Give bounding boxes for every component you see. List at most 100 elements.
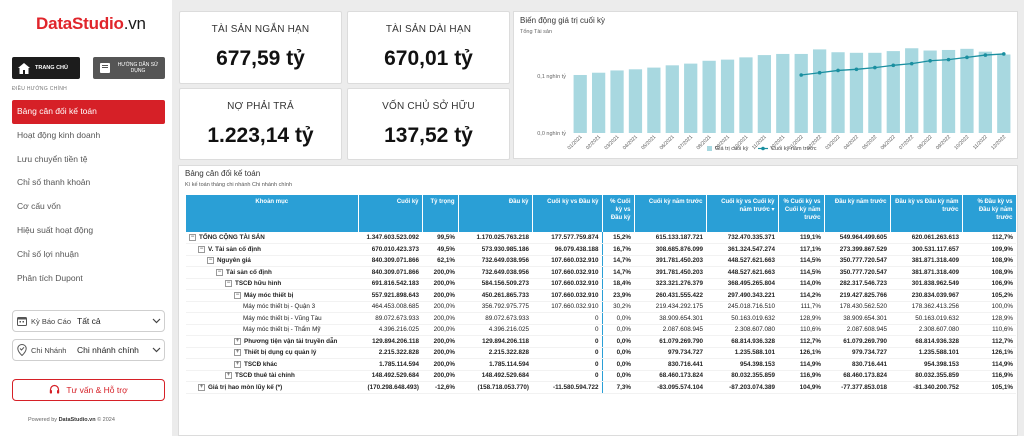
nav-item-balance-sheet[interactable]: Bảng cân đối kế toán (12, 100, 165, 124)
period-filter-label: Kỳ Báo Cáo (31, 316, 72, 326)
row-label-text: V. Tài sản cố định (208, 245, 261, 253)
column-header[interactable]: Cuối kỳ (358, 195, 423, 232)
chart-bar[interactable] (868, 52, 882, 133)
home-button[interactable]: TRANG CHỦ (12, 57, 80, 79)
prior-year-point[interactable] (983, 53, 988, 57)
sidebar: DataStudio.vn TRANG CHỦ HƯỚNG DẪN SỬ DỤN… (0, 0, 172, 436)
powered-by: Powered by DataStudio.vn © 2024 (28, 417, 115, 423)
expand-icon[interactable]: + (225, 372, 232, 380)
chart-bar[interactable] (720, 59, 735, 133)
support-button[interactable]: Tư vấn & Hỗ trợ (12, 379, 165, 401)
prior-year-point[interactable] (1001, 52, 1006, 56)
chart-bar[interactable] (960, 48, 974, 134)
period-filter[interactable]: Kỳ Báo Cáo Tất cả (12, 310, 165, 332)
x-tick-label: 06/2021 (659, 134, 676, 151)
expand-icon[interactable]: + (234, 349, 241, 357)
column-header[interactable]: Đầu kỳ (458, 195, 533, 232)
column-header[interactable]: Đầu kỳ năm trước (824, 195, 891, 232)
collapse-icon[interactable]: − (189, 233, 196, 241)
prior-year-point[interactable] (836, 68, 840, 73)
collapse-icon[interactable]: − (207, 257, 214, 265)
table-cell: 114,5% (778, 266, 824, 279)
prior-year-point[interactable] (928, 58, 932, 63)
prior-year-point[interactable] (965, 55, 969, 60)
chart-bar[interactable] (702, 60, 716, 133)
table-row: − V. Tài sản cố định 670.010.423.373 49,5% 5… (186, 243, 1016, 256)
branch-filter[interactable]: Chi Nhánh Chi nhánh chính (12, 339, 165, 361)
chart-bar[interactable] (757, 55, 772, 133)
chart-bar[interactable] (978, 51, 993, 134)
chart-bar[interactable] (849, 52, 864, 133)
chart-bar[interactable] (684, 63, 698, 133)
column-header[interactable]: Tỷ trọng (422, 195, 459, 232)
chart-bar[interactable] (997, 54, 1011, 134)
nav-item-dupont[interactable]: Phân tích Dupont (17, 272, 83, 283)
book-icon (98, 61, 112, 75)
chart-bar[interactable] (794, 53, 808, 133)
calendar-icon (13, 316, 31, 326)
chart-bar[interactable] (665, 65, 679, 133)
nav-item-liquidity[interactable]: Chỉ số thanh khoản (17, 177, 91, 188)
expand-icon[interactable]: + (234, 337, 241, 345)
x-tick-label: 02/2021 (585, 134, 602, 151)
nav-item-cash-flow[interactable]: Lưu chuyển tiền tệ (17, 153, 88, 164)
prior-year-point[interactable] (799, 73, 804, 77)
nav-item-operating-efficiency[interactable]: Hiệu suất hoạt động (17, 224, 94, 235)
table-cell: 2.215.322.828 (358, 347, 422, 359)
prior-year-point[interactable] (891, 63, 896, 68)
column-header[interactable]: Khoản mục (186, 195, 359, 232)
guide-button-label: HƯỚNG DẪN SỬ DỤNG (117, 62, 159, 74)
table-row: − Máy móc thiết bị 557.921.898.643 200,0% 45… (186, 289, 1016, 302)
chart-bar[interactable] (923, 50, 937, 133)
prior-year-point[interactable] (946, 57, 951, 62)
chart-bar[interactable] (831, 52, 845, 133)
x-tick-label: 08/2022 (917, 134, 934, 151)
column-header[interactable]: Cuối kỳ vs Cuối kỳ năm trước ▾ (706, 195, 779, 232)
collapse-icon[interactable]: − (234, 291, 241, 299)
nav-item-business-activity[interactable]: Hoạt động kinh doanh (17, 129, 101, 140)
chart-bar[interactable] (941, 49, 956, 133)
guide-button[interactable]: HƯỚNG DẪN SỬ DỤNG (93, 57, 165, 79)
chart-bar[interactable] (776, 53, 790, 133)
column-header[interactable]: Đầu kỳ vs Đầu kỳ năm trước (890, 195, 963, 232)
collapse-icon[interactable]: − (225, 280, 232, 288)
x-tick-label: 07/2022 (898, 134, 915, 151)
chart-bar[interactable] (591, 72, 606, 133)
row-label-text: TSCĐ thuê tài chính (235, 372, 295, 380)
prior-year-point[interactable] (873, 65, 877, 70)
expand-icon[interactable]: + (234, 360, 241, 368)
prior-year-point[interactable] (854, 67, 859, 72)
chart-bar[interactable] (739, 57, 753, 134)
column-header[interactable]: % Cuối kỳ vs Cuối kỳ năm trước (778, 195, 825, 232)
chart-bar[interactable] (573, 74, 587, 133)
brand-logo[interactable]: DataStudio.vn (36, 14, 146, 34)
column-header[interactable]: % Đầu kỳ vs Đầu kỳ năm trước (962, 195, 1017, 232)
nav-item-capital-structure[interactable]: Cơ cấu vốn (17, 201, 61, 212)
collapse-icon[interactable]: − (216, 268, 223, 276)
chart-bar[interactable] (886, 51, 900, 133)
row-label: + TSCĐ thuê tài chính (186, 370, 358, 382)
chart-bar[interactable] (610, 70, 624, 133)
prior-year-point[interactable] (817, 70, 822, 75)
prior-year-point[interactable] (909, 61, 914, 66)
table-cell: 450.261.865.733 (458, 289, 532, 302)
powered-prefix: Powered by (28, 417, 59, 423)
table-cell: 2.215.322.828 (458, 347, 532, 359)
table-cell: 126,1% (778, 347, 824, 359)
column-header[interactable]: % Cuối kỳ vs Đầu kỳ (602, 195, 635, 232)
collapse-icon[interactable]: − (198, 245, 205, 253)
column-header[interactable]: Cuối kỳ năm trước (634, 195, 707, 232)
chart-bar[interactable] (628, 69, 643, 133)
nav-item-profitability[interactable]: Chỉ số lợi nhuận (17, 248, 79, 259)
table-cell: 0 (532, 312, 603, 325)
chart-bar[interactable] (905, 48, 919, 133)
expand-icon[interactable]: + (198, 383, 205, 391)
column-header[interactable]: Cuối kỳ vs Đầu kỳ (532, 195, 603, 232)
table-header: Khoản mục Cuối kỳ Tỷ trọng Đầu kỳ Cuối kỳ vs… (186, 195, 1017, 232)
powered-brand[interactable]: DataStudio.vn (58, 417, 96, 423)
table-cell: 50.163.019.632 (890, 312, 962, 325)
chart-bar[interactable] (647, 67, 661, 133)
table-cell: 107.660.032.910 (532, 266, 603, 279)
chart-bar[interactable] (812, 49, 827, 133)
